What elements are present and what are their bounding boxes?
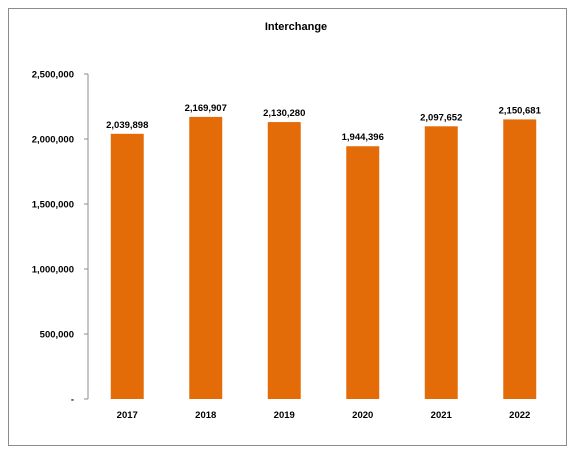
bar-2020 [346,146,380,399]
x-tick-label: 2020 [352,410,373,421]
data-label-2017: 2,039,898 [106,120,148,131]
bar-2017 [110,133,144,399]
data-labels: 2,039,898 2,169,907 2,130,280 1,944,396 2,09… [106,103,541,143]
y-tick-label: 2,500,000 [32,70,74,81]
x-tick-label: 2022 [509,410,530,421]
bar-2021 [424,126,458,399]
axes: - 500,000 1,000,000 1,500,000 2,000,000 2,500… [32,70,531,422]
y-tick-label: 500,000 [40,330,74,341]
data-label-2018: 2,169,907 [185,103,227,114]
data-label-2019: 2,130,280 [263,108,305,119]
chart-frame: Interchange - 500,000 1,000,000 1,500,000 2,… [8,8,567,446]
chart-title: Interchange [265,21,327,33]
bars [110,116,537,400]
x-tick-label: 2018 [195,410,216,421]
data-label-2022: 2,150,681 [499,105,542,116]
y-tick-label: 1,500,000 [32,200,74,211]
bar-2022 [503,119,537,399]
y-tick-label: 1,000,000 [32,265,74,276]
y-tick-label: 2,000,000 [32,135,74,146]
x-tick-label: 2021 [431,410,453,421]
data-label-2021: 2,097,652 [420,112,462,123]
x-tick-label: 2019 [274,410,295,421]
bar-chart: Interchange - 500,000 1,000,000 1,500,000 2,… [32,21,542,422]
bar-2019 [267,122,301,399]
data-label-2020: 1,944,396 [342,132,384,143]
y-tick-label: - [71,395,74,406]
bar-2018 [189,116,223,400]
x-tick-label: 2017 [117,410,138,421]
